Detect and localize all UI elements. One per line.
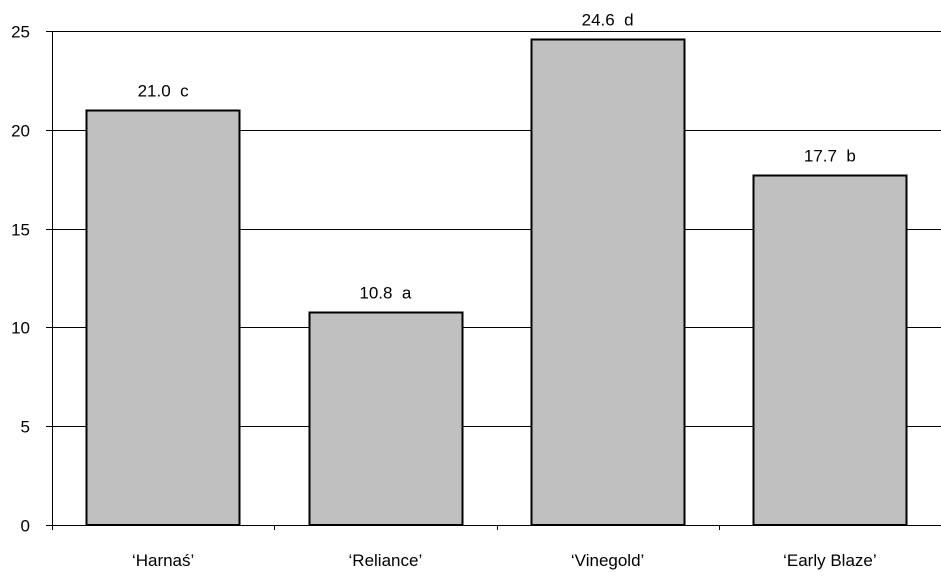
x-tick-label: ‘Early Blaze’ xyxy=(783,551,877,570)
labels: 0 5 10 15 20 25 21.0 c ‘Harnaś’ 10.8 a ‘Reliance’… xyxy=(11,11,877,571)
x-tick-label: ‘Harnaś’ xyxy=(132,551,194,570)
data-label: 17.7 b xyxy=(804,147,856,166)
y-tick-label: 20 xyxy=(11,122,30,141)
axes xyxy=(46,31,941,530)
y-tick-label: 15 xyxy=(11,221,30,240)
data-label: 24.6 d xyxy=(582,11,634,30)
bar xyxy=(85,109,241,526)
bar xyxy=(752,174,908,526)
bars xyxy=(85,38,908,526)
y-tick-label: 10 xyxy=(11,319,30,338)
bar xyxy=(308,311,464,526)
y-tick-label: 25 xyxy=(11,23,30,42)
x-tick-label: ‘Reliance’ xyxy=(349,551,423,570)
y-tick-label: 0 xyxy=(21,517,30,536)
x-tick-label: ‘Vinegold’ xyxy=(571,551,644,570)
y-tick-label: 5 xyxy=(21,418,30,437)
bar xyxy=(530,38,686,526)
data-label: 21.0 c xyxy=(138,82,190,101)
data-label: 10.8 a xyxy=(359,284,412,303)
